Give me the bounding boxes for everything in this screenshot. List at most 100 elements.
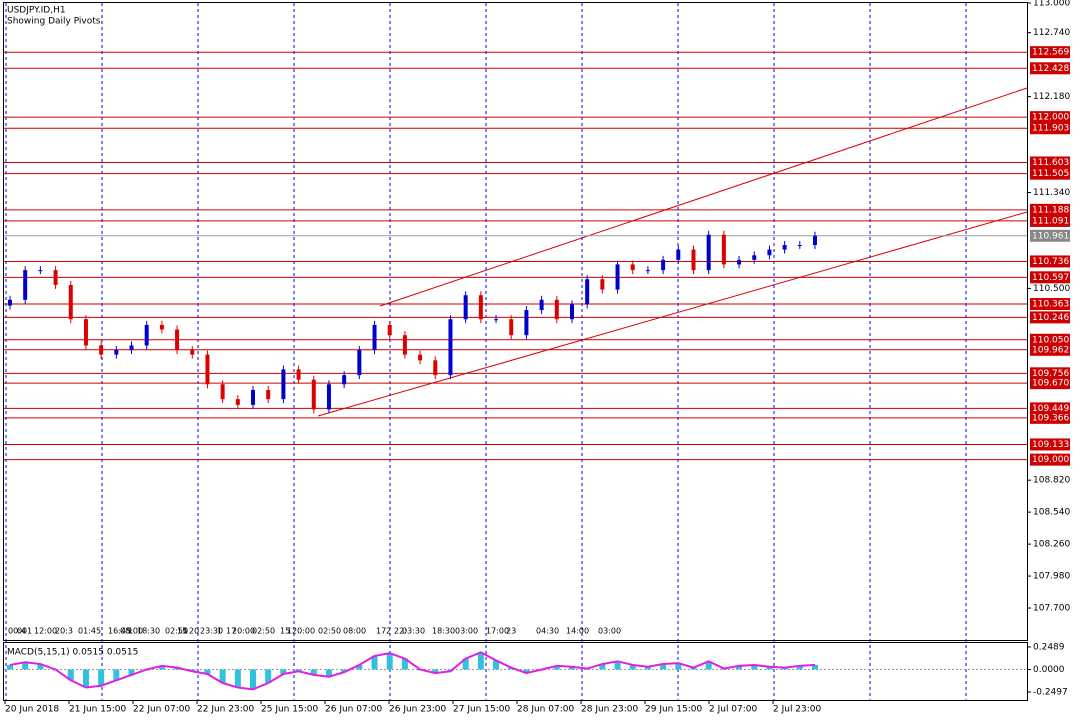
candle — [220, 384, 225, 400]
candle — [752, 255, 757, 260]
time-marker: 2 — [386, 627, 391, 636]
time-marker: 1 — [217, 627, 222, 636]
time-marker: 1 — [287, 627, 292, 636]
candle — [372, 324, 377, 351]
y-tick-label: 111.340 — [1033, 188, 1070, 198]
time-marker: 02:50 — [165, 627, 188, 636]
pivot-label-box — [1030, 333, 1070, 346]
time-marker: 17:00 — [486, 627, 509, 636]
candle — [251, 389, 256, 405]
time-marker: 23 — [506, 627, 516, 636]
candle — [630, 264, 635, 271]
pivot-label-box — [1030, 203, 1070, 216]
time-marker: 22: — [394, 627, 407, 636]
x-tick-label: 20 Jun 2018 — [5, 705, 59, 715]
candle — [326, 384, 331, 410]
current-price-box — [1030, 229, 1070, 242]
pivot-label-box — [1030, 402, 1070, 415]
y-tick-label: 110.500 — [1033, 284, 1070, 294]
candle — [813, 235, 817, 246]
time-marker: 1 — [183, 627, 188, 636]
x-tick-label: 28 Jun 07:00 — [517, 705, 574, 715]
pivot-label: 109.962 — [1032, 345, 1069, 355]
candle — [190, 350, 195, 355]
macd-y-tick-label: 0.0000 — [1033, 665, 1065, 675]
macd-bar — [325, 669, 332, 677]
x-tick-label: 26 Jun 23:00 — [389, 705, 446, 715]
macd-bar — [67, 669, 74, 681]
x-tick-label: 22 Jun 07:00 — [133, 705, 190, 715]
macd-bar — [751, 664, 758, 670]
pivot-label: 110.597 — [1032, 273, 1069, 283]
candle — [387, 324, 392, 336]
candle — [524, 310, 529, 336]
macd-frame — [3, 642, 1028, 701]
channel-lower — [317, 211, 1028, 417]
macd-bar — [310, 669, 317, 675]
pivot-label-box — [1030, 343, 1070, 356]
pivot-label: 112.569 — [1032, 48, 1069, 58]
macd-bar — [7, 664, 13, 670]
macd-bar — [158, 665, 165, 670]
macd-bar — [812, 664, 818, 670]
y-tick-label: 112.740 — [1033, 28, 1070, 38]
pivot-label: 111.505 — [1032, 169, 1069, 179]
y-tick-label: 108.820 — [1033, 476, 1070, 486]
x-tick-label: 28 Jun 23:00 — [581, 705, 638, 715]
pivot-label-box — [1030, 411, 1070, 424]
pivot-label-box — [1030, 122, 1070, 135]
time-marker: 20:3 — [55, 627, 73, 636]
y-tick-label: 113.000 — [1033, 0, 1070, 9]
macd-bar — [219, 669, 226, 684]
macd-bar — [341, 669, 348, 673]
time-marker: 18:30 — [137, 627, 160, 636]
time-marker: 16:45 — [108, 627, 131, 636]
time-marker: 1 — [128, 627, 133, 636]
macd-bar — [401, 658, 408, 670]
x-tick-label: 26 Jun 07:00 — [325, 705, 382, 715]
y-tick-label: 108.540 — [1033, 508, 1070, 518]
macd-y-tick-label: -0.2497 — [1033, 688, 1068, 698]
candle — [737, 259, 742, 265]
pivot-label: 111.903 — [1032, 124, 1069, 134]
time-marker: 12:00 — [34, 627, 57, 636]
time-marker: 01:45 — [78, 627, 101, 636]
candle — [721, 234, 726, 265]
time-marker: 00:4 — [8, 627, 26, 636]
macd-bar — [477, 652, 484, 670]
candle — [433, 360, 438, 376]
pivot-label-box — [1030, 377, 1070, 390]
candle — [782, 245, 787, 250]
macd-bar — [705, 661, 712, 670]
time-marker: 15 — [280, 627, 290, 636]
macd-bar — [82, 669, 89, 688]
macd-bar — [553, 665, 560, 670]
candle — [175, 329, 180, 351]
macd-bar — [796, 665, 803, 670]
pivot-label-box — [1030, 111, 1070, 124]
candle — [23, 270, 28, 300]
macd-bar — [113, 669, 120, 681]
macd-bar — [265, 669, 272, 684]
candle — [554, 299, 559, 320]
macd-bar — [22, 662, 29, 670]
time-marker: 0 — [17, 627, 22, 636]
time-marker: 08:00 — [343, 627, 366, 636]
pivot-label-box — [1030, 214, 1070, 227]
time-marker: 14:00 — [566, 627, 589, 636]
time-marker: 18:30 — [432, 627, 455, 636]
macd-y-tick-label: 0.2489 — [1033, 642, 1065, 652]
chart-subtitle: Showing Daily Pivots. — [7, 17, 103, 27]
x-tick-label: 22 Jun 23:00 — [197, 705, 254, 715]
time-marker: 08:00 — [120, 627, 143, 636]
macd-bar — [644, 666, 651, 670]
candle — [615, 264, 620, 290]
pivot-label: 111.603 — [1032, 158, 1069, 168]
time-marker: 20:00 — [232, 627, 255, 636]
pivot-label: 109.133 — [1032, 440, 1069, 450]
candle — [418, 354, 423, 361]
macd-bar — [37, 664, 44, 670]
macd-bar — [204, 669, 211, 674]
candle — [281, 369, 286, 400]
macd-bar — [432, 669, 439, 674]
